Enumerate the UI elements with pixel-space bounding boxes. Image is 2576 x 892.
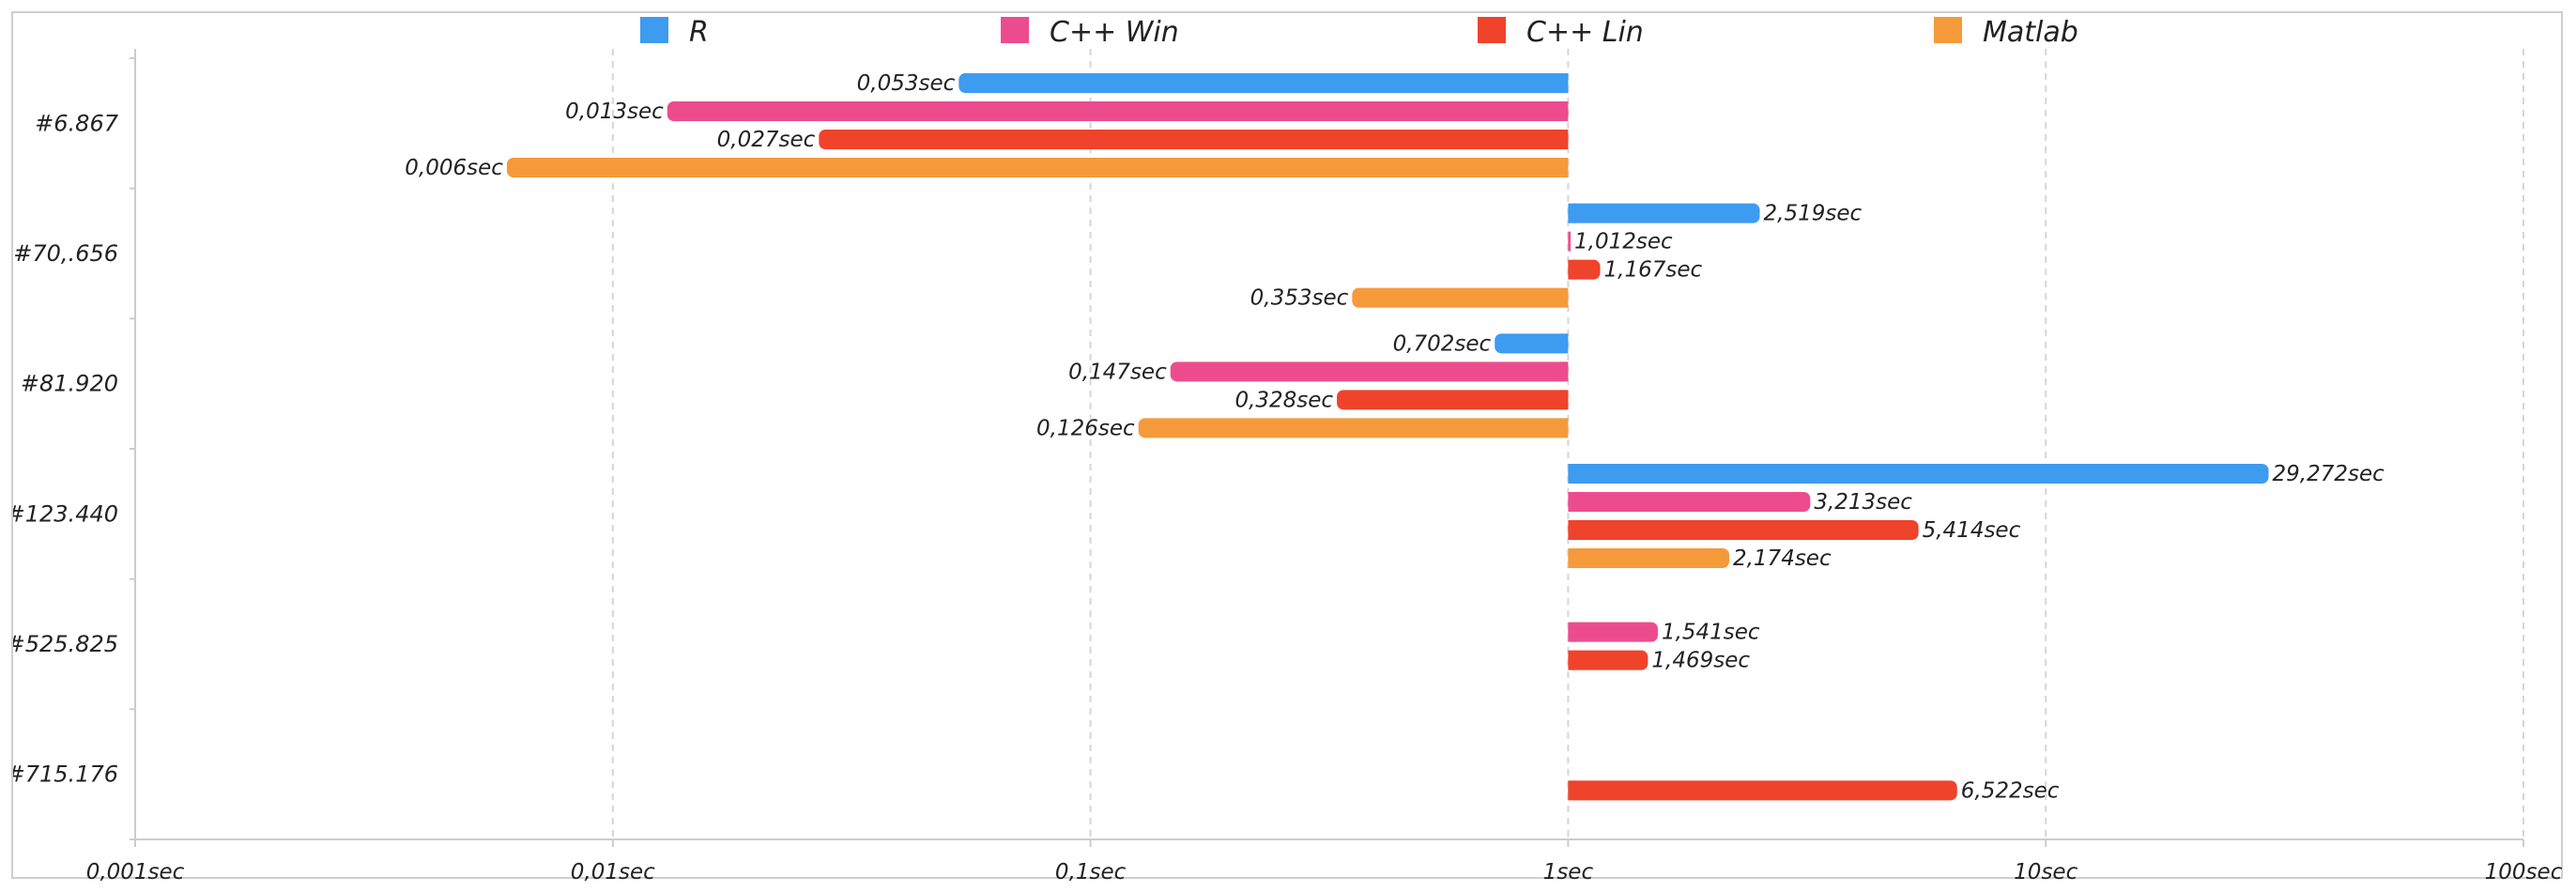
bar (1495, 333, 1569, 354)
bars-layer (506, 73, 2269, 801)
data-label: 0,147sec (1068, 360, 1167, 384)
bar-baseline-edge (1560, 287, 1569, 308)
bar-baseline-edge (1560, 361, 1569, 382)
bar-baseline-edge (1568, 780, 1576, 801)
legend-swatch (640, 17, 668, 43)
bar (1170, 361, 1569, 382)
data-label: 29,272sec (2273, 462, 2385, 486)
bar (1568, 548, 1729, 568)
bar-baseline-edge (1568, 464, 1576, 484)
data-label: 3,213sec (1814, 490, 1912, 515)
bar (819, 130, 1569, 149)
data-label: 0,353sec (1250, 286, 1349, 311)
legend-label: Matlab (1983, 16, 2078, 49)
category-label: #123.440 (13, 500, 118, 527)
legend-swatch (1934, 17, 1962, 43)
bar-chart: 0,001sec 0,01sec 0,1sec 1sec 10sec 100sec #6.8… (13, 16, 2563, 881)
bar (1568, 464, 2269, 484)
data-label: 1,012sec (1574, 230, 1673, 254)
bar-baseline-edge (1560, 101, 1569, 121)
data-label: 2,174sec (1733, 546, 1832, 571)
category-label: #81.920 (21, 371, 118, 397)
x-tick-label: 10sec (2014, 860, 2078, 881)
category-label: #525.825 (13, 631, 118, 657)
bar-baseline-edge (1568, 203, 1576, 223)
bar (1138, 418, 1569, 438)
bar-baseline-edge (1560, 390, 1569, 410)
bar-baseline-edge (1568, 231, 1572, 252)
data-label: 1,167sec (1604, 258, 1703, 283)
x-tick-label: 0,1sec (1055, 860, 1127, 881)
bar (1568, 492, 1811, 512)
data-label: 2,519sec (1764, 202, 1863, 226)
data-label: 1,541sec (1662, 621, 1760, 645)
bar-baseline-edge (1560, 418, 1569, 438)
category-label: #715.176 (13, 761, 118, 788)
legend-label: C++ Lin (1526, 16, 1644, 49)
chart-frame: 0,001sec 0,01sec 0,1sec 1sec 10sec 100sec #6.8… (11, 11, 2563, 881)
x-tick-label: 0,001sec (86, 860, 185, 881)
bar (1568, 520, 1919, 540)
bar-baseline-edge (1568, 259, 1576, 280)
data-label: 0,006sec (405, 156, 503, 180)
bar (1568, 622, 1658, 642)
data-label: 0,126sec (1036, 416, 1135, 440)
bar (1568, 650, 1648, 670)
legend-label: C++ Win (1050, 16, 1179, 49)
legend-swatch (1478, 17, 1506, 43)
bar (1568, 780, 1957, 801)
bar (667, 101, 1569, 121)
bar-baseline-edge (1560, 73, 1569, 93)
data-label: 1,469sec (1651, 649, 1750, 673)
bar-baseline-edge (1560, 158, 1569, 177)
bar (1568, 203, 1760, 223)
grid-layer (611, 49, 2524, 839)
legend: R C++ Win C++ Lin Matlab (640, 16, 2078, 49)
bar-baseline-edge (1560, 130, 1569, 149)
bar (1568, 259, 1601, 280)
legend-swatch (1001, 17, 1029, 43)
data-label: 5,414sec (1923, 518, 2021, 543)
data-label: 0,053sec (857, 71, 956, 96)
bar (1352, 287, 1569, 308)
bar-baseline-edge (1560, 333, 1569, 354)
bar-baseline-edge (1568, 520, 1576, 540)
x-tick-label: 1sec (1543, 860, 1594, 881)
bar (1337, 390, 1569, 410)
x-tick-label: 100sec (2485, 860, 2563, 881)
legend-label: R (689, 16, 709, 49)
axis-layer: 0,001sec 0,01sec 0,1sec 1sec 10sec 100sec #6.8… (13, 49, 2563, 881)
bar-baseline-edge (1568, 650, 1576, 670)
category-label: #6.867 (35, 110, 119, 136)
bar-baseline-edge (1568, 622, 1576, 642)
data-label: 0,702sec (1393, 331, 1492, 356)
bar (958, 73, 1569, 93)
x-tick-label: 0,01sec (571, 860, 655, 881)
data-label: 0,027sec (717, 128, 816, 152)
bar-baseline-edge (1568, 492, 1576, 512)
data-label: 0,013sec (565, 100, 664, 124)
category-label: #70,.656 (13, 240, 118, 267)
bar (506, 158, 1569, 177)
value-labels-layer: 0,053sec 0,013sec 0,027sec 0,006sec 2,519sec… (405, 71, 2384, 803)
bar-baseline-edge (1568, 548, 1576, 568)
data-label: 6,522sec (1961, 778, 2060, 803)
data-label: 0,328sec (1234, 388, 1333, 412)
